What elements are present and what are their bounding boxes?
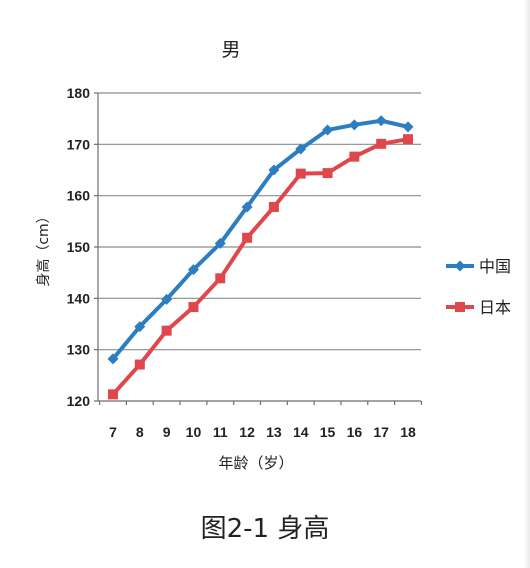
x-tick-label: 17 — [373, 424, 389, 440]
y-tick-label: 140 — [67, 290, 91, 306]
data-point — [376, 138, 387, 149]
data-point — [268, 164, 280, 176]
gridlines — [98, 92, 421, 351]
series-line — [111, 118, 410, 361]
legend-label: 中国 — [479, 257, 511, 276]
x-tick-label: 16 — [347, 424, 363, 440]
data-point — [161, 293, 173, 305]
chart-title: 男 — [221, 39, 240, 61]
y-tick-label: 170 — [67, 136, 91, 152]
data-point — [134, 359, 145, 370]
series-line — [111, 137, 410, 397]
data-point — [215, 273, 226, 284]
data-point — [348, 119, 360, 131]
x-tick-label: 12 — [239, 424, 255, 440]
x-tick-label: 9 — [163, 424, 171, 440]
data-point — [242, 232, 253, 243]
data-point — [187, 264, 199, 276]
series-china — [107, 115, 414, 365]
x-tick-label: 15 — [320, 424, 336, 440]
data-point — [188, 302, 199, 313]
y-tick-label: 150 — [67, 239, 91, 255]
legend-item: 日本 — [446, 298, 511, 317]
data-point — [161, 325, 172, 336]
data-point — [295, 143, 307, 155]
series-layer — [107, 115, 414, 400]
data-point — [214, 237, 226, 249]
data-point — [108, 389, 118, 400]
data-point — [375, 115, 387, 127]
y-tick-label: 130 — [67, 342, 91, 358]
y-axis-label: 身高（cm） — [35, 209, 52, 286]
x-tick-label: 7 — [109, 424, 117, 440]
y-tick-label: 120 — [67, 393, 91, 409]
series-japan — [108, 134, 413, 400]
axes — [94, 92, 423, 405]
legend-label: 日本 — [479, 298, 511, 317]
page-edge — [524, 0, 530, 568]
legend-item: 中国 — [446, 257, 511, 276]
data-point — [402, 121, 414, 133]
data-point — [241, 201, 253, 213]
tick-labels: 120 130 140 150 160 170 180 7 8 9 10 11 12 13 14 15 16 17… — [67, 85, 416, 440]
data-point — [295, 168, 306, 179]
x-tick-label: 10 — [186, 424, 202, 440]
x-tick-label: 14 — [293, 424, 309, 440]
data-point — [107, 353, 119, 365]
y-tick-label: 180 — [67, 85, 91, 101]
data-point — [322, 168, 333, 179]
data-point — [349, 151, 360, 162]
legend-marker — [454, 260, 466, 272]
x-axis-label: 年龄（岁） — [218, 454, 293, 472]
x-tick-label: 11 — [213, 424, 228, 440]
figure-caption: 图2-1 身高 — [200, 514, 330, 544]
x-tick-label: 13 — [266, 424, 282, 440]
data-point — [268, 201, 279, 212]
data-point — [322, 124, 334, 136]
x-tick-label: 8 — [136, 424, 144, 440]
y-tick-label: 160 — [67, 188, 91, 204]
x-tick-label: 18 — [400, 424, 416, 440]
data-point — [403, 134, 413, 145]
chart: 男 120 130 140 150 160 170 180 7 8 9 10 11 12 13 14 15 16… — [35, 39, 511, 472]
data-point — [134, 321, 146, 333]
legend-marker — [455, 302, 465, 312]
